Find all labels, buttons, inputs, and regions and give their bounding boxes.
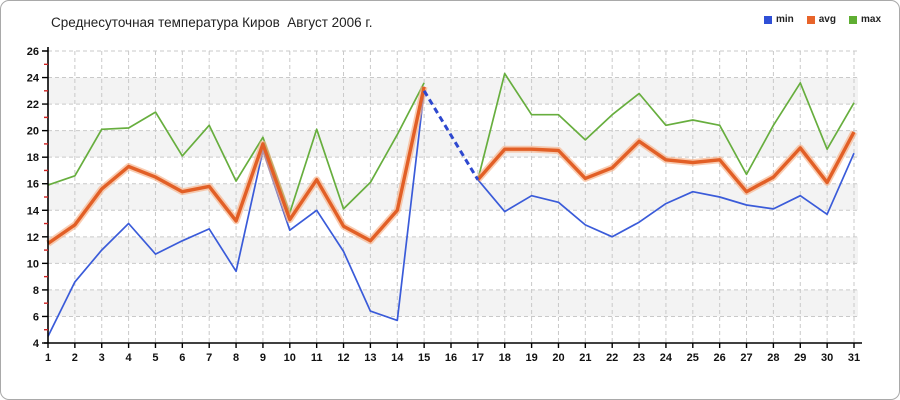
- x-axis-label: 25: [687, 352, 699, 364]
- plot-bands: [48, 51, 858, 343]
- x-axis-label: 22: [606, 352, 618, 364]
- axes: [42, 47, 862, 348]
- x-axis-label: 9: [260, 352, 266, 364]
- series-max-line: [47, 82, 425, 214]
- x-axis-label: 27: [740, 352, 752, 364]
- x-axis-label: 19: [525, 352, 537, 364]
- y-axis-label: 16: [27, 179, 39, 191]
- y-axis-label: 18: [27, 152, 39, 164]
- plot-band: [48, 51, 858, 78]
- x-axis-label: 5: [152, 352, 158, 364]
- series-avg-line: [47, 86, 426, 245]
- y-axis-label: 6: [33, 311, 39, 323]
- y-axis-label: 10: [27, 258, 39, 270]
- y-axis-label: 14: [27, 205, 40, 217]
- gap-bridge-dashed-line: [422, 90, 480, 181]
- legend-swatch-avg-icon: [806, 15, 815, 24]
- legend-item-min: min: [763, 14, 794, 25]
- legend-item-avg: avg: [806, 14, 836, 25]
- x-axis-label: 17: [472, 352, 484, 364]
- plot-band: [48, 236, 858, 264]
- x-axis-label: 3: [99, 352, 105, 364]
- plot-band: [48, 77, 858, 105]
- x-axis-label: 20: [552, 352, 564, 364]
- series-avg-line: [476, 131, 856, 194]
- x-axis-label: 8: [233, 352, 239, 364]
- y-axis-label: 8: [33, 285, 39, 297]
- missing-data-dashed-segment: [422, 90, 480, 181]
- y-axis-label: 22: [27, 99, 39, 111]
- x-axis-label: 2: [72, 352, 78, 364]
- x-axis-label: 15: [418, 352, 430, 364]
- x-axis-label: 1: [45, 352, 51, 364]
- legend-swatch-max-icon: [848, 15, 857, 24]
- x-axis-label: 21: [579, 352, 591, 364]
- plot-band: [48, 130, 858, 158]
- x-axis-label: 18: [499, 352, 511, 364]
- y-axis-label: 26: [27, 46, 39, 58]
- legend-label-min: min: [775, 14, 794, 25]
- legend-label-avg: avg: [818, 14, 836, 25]
- chart-title: Среднесуточная температура Киров Август …: [51, 15, 373, 30]
- y-axis-label: 4: [33, 338, 40, 350]
- y-axis-label: 24: [27, 73, 40, 85]
- x-axis-label: 12: [337, 352, 349, 364]
- plot-band: [48, 289, 858, 317]
- series-min-line: [477, 152, 855, 238]
- series-max-line: [477, 72, 855, 180]
- series-min-line: [47, 90, 425, 337]
- x-axis-label: 4: [126, 352, 133, 364]
- legend-label-max: max: [860, 14, 881, 25]
- x-axis-label: 10: [284, 352, 296, 364]
- x-axis-label: 6: [179, 352, 185, 364]
- x-axis-label: 11: [311, 352, 323, 364]
- plot-band: [48, 104, 858, 131]
- x-axis-label: 29: [794, 352, 806, 364]
- legend: min avg max: [763, 14, 881, 25]
- x-axis-label: 24: [660, 352, 673, 364]
- x-axis-label: 26: [714, 352, 726, 364]
- x-axis-label: 23: [633, 352, 645, 364]
- x-axis-label: 14: [391, 352, 404, 364]
- plot-band: [48, 263, 858, 290]
- x-axis-label: 16: [445, 352, 457, 364]
- x-axis-label: 30: [821, 352, 833, 364]
- y-axis-label: 20: [27, 126, 39, 138]
- series-lines: [46, 72, 858, 337]
- legend-item-max: max: [848, 14, 881, 25]
- x-axis-label: 28: [767, 352, 779, 364]
- legend-swatch-min-icon: [763, 15, 772, 24]
- x-axis-label: 13: [364, 352, 376, 364]
- x-axis-label: 7: [206, 352, 212, 364]
- x-axis-label: 31: [848, 352, 860, 364]
- y-axis-label: 12: [27, 232, 39, 244]
- plot-band: [48, 316, 858, 343]
- plot-band: [48, 210, 858, 237]
